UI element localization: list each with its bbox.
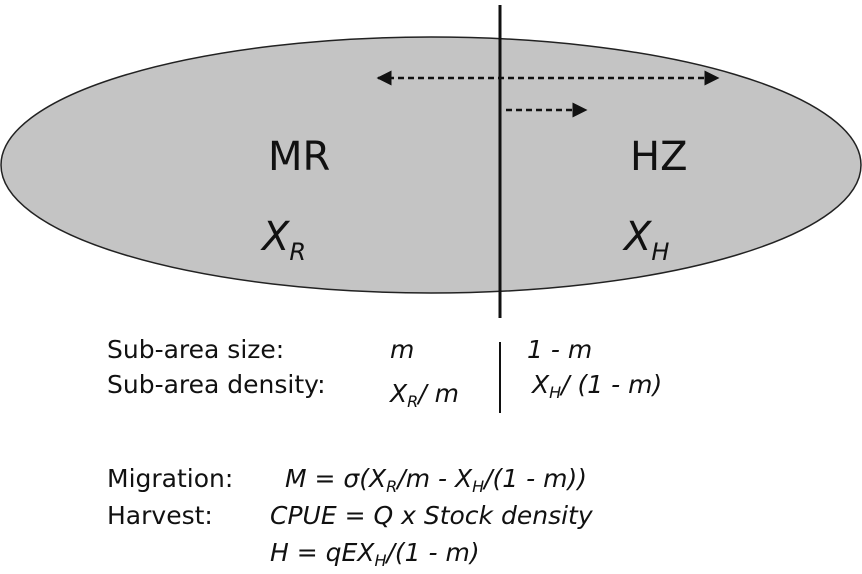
text-part: CPUE = Q x Stock density [270,501,594,530]
subscript: H [374,551,386,570]
subscript: H [651,238,669,266]
text-part: /(1 - m) [384,538,479,567]
text-part: / m [416,379,459,408]
text-part: X [530,370,550,399]
formula: CPUE = Q x Stock density [270,501,594,530]
formula: H = qEXH/(1 - m) [270,538,480,570]
subscript: H [472,477,484,496]
text-part: X [388,379,408,408]
subscript: H [549,383,561,402]
area-ellipse [0,36,862,294]
text-part: /m - X [395,464,473,493]
subscript: R [386,477,397,496]
text-part: M = σ(X [285,464,387,493]
formula: XH [622,214,669,266]
subscript: R [289,238,306,266]
text-part: m [390,335,414,364]
region-name: HZ [630,134,687,180]
formula: XR [260,214,306,266]
formula: 1 - m [527,335,592,364]
text-part: /(1 - m)) [482,464,587,493]
text-part: H = qEX [270,538,375,567]
label: Harvest: [107,501,213,530]
text-part: X [260,214,291,260]
text-part: 1 - m [527,335,592,364]
label: Migration: [107,464,233,493]
formula: XR/ m [388,379,459,411]
formula: XH/ (1 - m) [530,370,662,402]
label: Sub-area size: [107,335,284,364]
subscript: R [407,392,418,411]
region-name: MR [268,134,330,180]
text-part: X [622,214,653,260]
label: Sub-area density: [107,370,326,399]
formula: m [390,335,414,364]
formula: M = σ(XR/m - XH/(1 - m)) [285,464,587,496]
text-part: / (1 - m) [559,370,662,399]
